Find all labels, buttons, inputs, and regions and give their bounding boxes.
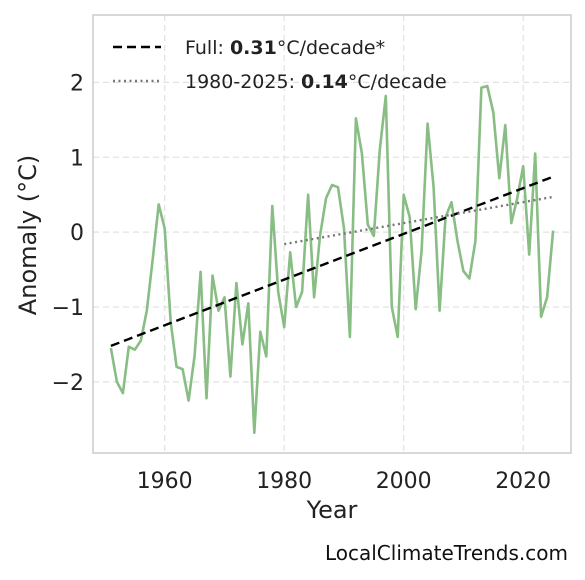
- legend: Full: 0.31°C/decade* 1980-2025: 0.14°C/d…: [113, 37, 447, 93]
- x-tick-label: 2000: [376, 469, 432, 494]
- gridlines: [93, 15, 571, 453]
- y-tick-label: 2: [70, 71, 84, 96]
- y-tick-labels: −2 −1 0 1 2: [52, 71, 84, 395]
- y-tick-label: 0: [70, 221, 84, 246]
- x-tick-label: 1980: [256, 469, 312, 494]
- watermark-text: LocalClimateTrends.com: [325, 541, 568, 565]
- x-tick-label: 1960: [137, 469, 193, 494]
- legend-label-recent: 1980-2025: 0.14°C/decade: [185, 71, 447, 93]
- legend-label-full: Full: 0.31°C/decade*: [185, 37, 385, 59]
- y-tick-label: −2: [52, 371, 84, 396]
- x-axis-label: Year: [306, 496, 358, 524]
- plot-frame: [92, 14, 572, 454]
- x-tick-label: 2020: [495, 469, 551, 494]
- y-axis-label: Anomaly (°C): [14, 155, 42, 315]
- x-tick-labels: 1960 1980 2000 2020: [137, 469, 552, 494]
- y-tick-label: −1: [52, 296, 84, 321]
- full-trend-line: [110, 175, 554, 348]
- anomaly-series-line: [109, 84, 555, 435]
- series-layer: [109, 84, 555, 435]
- recent-trend-line: [283, 195, 554, 246]
- y-tick-label: 1: [70, 146, 84, 171]
